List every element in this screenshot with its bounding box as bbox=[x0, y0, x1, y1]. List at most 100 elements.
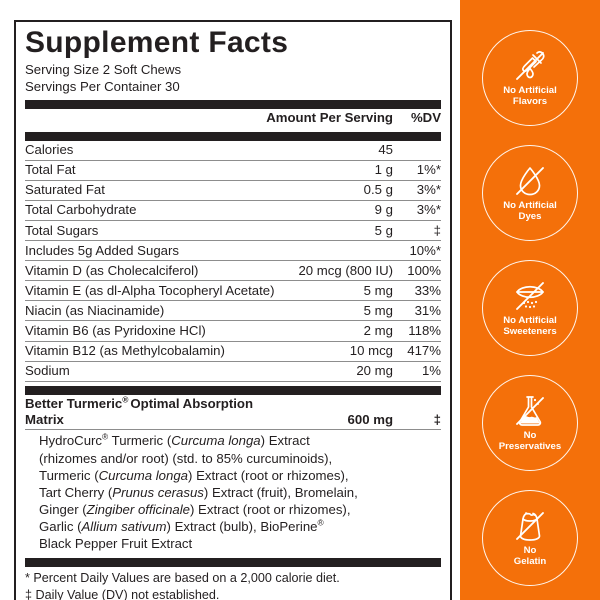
blend-ingredients-list: HydroCurc® Turmeric (Curcuma longa) Extr… bbox=[25, 430, 441, 554]
badge-label: No Gelatin bbox=[484, 545, 576, 568]
nutrient-name: Vitamin B6 (as Pyridoxine HCl) bbox=[25, 320, 275, 342]
droplet-no-icon bbox=[509, 163, 551, 199]
blend-amount: 600 mg bbox=[347, 411, 393, 427]
blend-ingredient-line: Tart Cherry (Prunus cerasus) Extract (fr… bbox=[39, 484, 358, 500]
table-row: Vitamin B12 (as Methylcobalamin) 10 mcg 41… bbox=[25, 341, 441, 362]
blend-dv: ‡ bbox=[433, 411, 441, 427]
nutrient-amount: 0.5 g bbox=[275, 180, 393, 201]
footnote: ‡ Daily Value (DV) not established. bbox=[25, 588, 220, 600]
nutrient-percent-dv: 31% bbox=[393, 300, 441, 322]
header-percent-dv: %DV bbox=[410, 110, 441, 126]
badge-label-line2: Preservatives bbox=[498, 440, 562, 452]
table-row: Saturated Fat 0.5 g 3%* bbox=[25, 180, 441, 201]
footnotes: * Percent Daily Values are based on a 2,… bbox=[25, 567, 441, 600]
divider-thin-blend bbox=[25, 429, 441, 431]
badge-flask-no: No Preservatives bbox=[482, 375, 578, 471]
sweetener-no-icon bbox=[509, 278, 551, 314]
nutrient-percent-dv: 1%* bbox=[393, 160, 441, 181]
nutrient-rows-table: Calories 45 Total Fat 1 g 1%* Saturated Fat 0.… bbox=[25, 140, 441, 382]
badge-label-line1: No Artificial bbox=[503, 85, 557, 96]
nutrient-percent-dv: 33% bbox=[393, 280, 441, 302]
badge-gelatin-no: No Gelatin bbox=[482, 490, 578, 586]
registered-mark-icon: ® bbox=[122, 394, 129, 405]
blend-ingredient-line: Garlic (Allium sativum) Extract (bulb), … bbox=[39, 517, 324, 535]
badge-label-line2: Sweeteners bbox=[503, 325, 557, 337]
nutrient-name: Total Sugars bbox=[25, 220, 275, 242]
nutrient-amount: 20 mg bbox=[275, 361, 393, 382]
nutrient-amount: 45 bbox=[275, 140, 393, 161]
badge-label-line1: No Artificial bbox=[503, 315, 557, 326]
nutrient-name: Vitamin E (as dl-Alpha Tocopheryl Acetat… bbox=[25, 280, 275, 302]
nutrient-percent-dv: 3%* bbox=[393, 200, 441, 222]
serving-size: Serving Size 2 Soft Chews bbox=[25, 61, 182, 77]
blend-ingredient-line: Turmeric (Curcuma longa) Extract (root o… bbox=[39, 467, 349, 483]
nutrient-percent-dv: 3%* bbox=[393, 180, 441, 201]
badge-droplet-no: No Artificial Dyes bbox=[482, 145, 578, 241]
servings-per-container: Servings Per Container 30 bbox=[25, 78, 180, 94]
badge-strip: No Artificial Flavors No Artificial Dyes No … bbox=[460, 0, 600, 600]
nutrient-amount: 1 g bbox=[275, 160, 393, 181]
nutrient-amount: 5 mg bbox=[275, 300, 393, 322]
nutrient-name: Sodium bbox=[25, 361, 275, 382]
nutrient-amount: 2 mg bbox=[275, 320, 393, 342]
table-row: Vitamin D (as Cholecalciferol) 20 mcg (80… bbox=[25, 260, 441, 282]
nutrient-name: Includes 5g Added Sugars bbox=[25, 240, 275, 262]
nutrient-amount: 5 g bbox=[275, 220, 393, 242]
blend-name-part2: Optimal Absorption Matrix bbox=[25, 396, 253, 427]
nutrient-percent-dv: 100% bbox=[393, 260, 441, 282]
table-row: Niacin (as Niacinamide) 5 mg 31% bbox=[25, 300, 441, 322]
table-row: Total Carbohydrate 9 g 3%* bbox=[25, 200, 441, 222]
badge-label: No Artificial Sweeteners bbox=[484, 315, 576, 338]
gelatin-no-icon bbox=[509, 508, 551, 544]
table-row: Total Sugars 5 g ‡ bbox=[25, 220, 441, 242]
nutrient-name: Vitamin D (as Cholecalciferol) bbox=[25, 260, 275, 282]
nutrient-name: Calories bbox=[25, 140, 275, 161]
blend-ingredient-line: Black Pepper Fruit Extract bbox=[39, 536, 193, 552]
flask-no-icon bbox=[509, 393, 551, 429]
table-row: Total Fat 1 g 1%* bbox=[25, 160, 441, 181]
nutrient-amount: 20 mcg (800 IU) bbox=[275, 260, 393, 282]
blend-ingredient-line: (rhizomes and/or root) (std. to 85% curc… bbox=[39, 450, 333, 466]
badge-label-line2: Dyes bbox=[518, 210, 542, 222]
header-amount-per-serving: Amount Per Serving bbox=[266, 110, 393, 126]
nutrient-percent-dv: 417% bbox=[393, 341, 441, 362]
blend-name-part1: Better Turmeric bbox=[25, 396, 123, 412]
nutrient-name: Niacin (as Niacinamide) bbox=[25, 300, 275, 322]
badge-label-line2: Flavors bbox=[512, 95, 548, 107]
nutrient-name: Vitamin B12 (as Methylcobalamin) bbox=[25, 341, 275, 362]
blend-table: Better Turmeric® Optimal Absorption Matri… bbox=[25, 395, 441, 430]
blend-name: Better Turmeric® Optimal Absorption Matri… bbox=[25, 395, 275, 430]
blend-ingredient-line: Ginger (Zingiber officinale) Extract (ro… bbox=[39, 501, 351, 517]
nutrient-rows-body: Calories 45 Total Fat 1 g 1%* Saturated Fat 0.… bbox=[25, 140, 441, 382]
nutrient-amount: 5 mg bbox=[275, 280, 393, 302]
badge-label: No Artificial Dyes bbox=[484, 200, 576, 223]
nutrient-percent-dv bbox=[393, 140, 441, 161]
badge-label-line2: Gelatin bbox=[513, 555, 547, 567]
divider-thick-blend bbox=[25, 385, 441, 395]
dropper-no-icon bbox=[509, 48, 551, 84]
nutrient-amount: 9 g bbox=[275, 200, 393, 222]
nutrient-name: Total Carbohydrate bbox=[25, 200, 275, 222]
page-title: Supplement Facts bbox=[25, 26, 289, 59]
table-header: Amount Per Serving %DV bbox=[25, 109, 441, 128]
badge-label-line1: No Artificial bbox=[503, 200, 557, 211]
badge-label-line1: No bbox=[523, 430, 537, 441]
nutrient-percent-dv: 118% bbox=[393, 320, 441, 342]
table-row: Calories 45 bbox=[25, 140, 441, 161]
badge-label: No Preservatives bbox=[484, 430, 576, 453]
facts-box: Supplement Facts Serving Size 2 Soft Che… bbox=[14, 20, 452, 600]
supplement-facts-panel: Supplement Facts Serving Size 2 Soft Che… bbox=[14, 20, 452, 600]
divider-thick-top bbox=[25, 99, 441, 109]
table-row: Vitamin B6 (as Pyridoxine HCl) 2 mg 118% bbox=[25, 320, 441, 342]
badge-label-line1: No bbox=[523, 545, 537, 556]
nutrition-table: Amount Per Serving %DV bbox=[25, 109, 441, 128]
header-spacer bbox=[25, 109, 266, 128]
table-row-blend: Better Turmeric® Optimal Absorption Matri… bbox=[25, 395, 441, 430]
divider-thick-header bbox=[25, 131, 441, 141]
table-row: Vitamin E (as dl-Alpha Tocopheryl Acetat… bbox=[25, 280, 441, 302]
footnote: * Percent Daily Values are based on a 2,… bbox=[25, 571, 340, 586]
badge-dropper-no: No Artificial Flavors bbox=[482, 30, 578, 126]
nutrient-name: Total Fat bbox=[25, 160, 275, 181]
nutrient-percent-dv: 1% bbox=[393, 361, 441, 382]
